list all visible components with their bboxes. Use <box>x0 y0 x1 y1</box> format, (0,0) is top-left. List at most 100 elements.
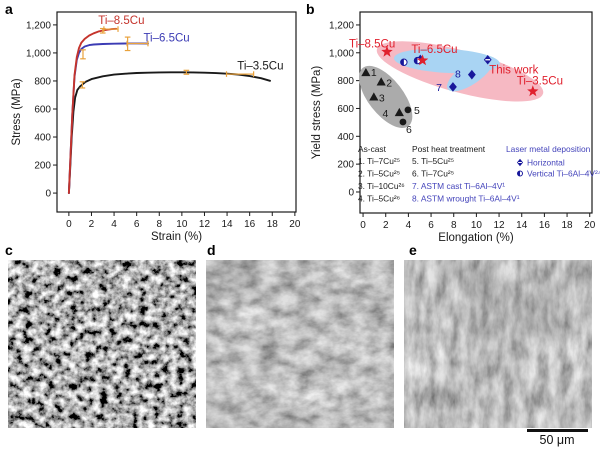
legend-item: 5. Ti–5Cu²⁵ <box>412 156 454 166</box>
y-tick-label: 200 <box>34 161 51 172</box>
legend-header: Laser metal deposition <box>506 144 591 154</box>
legend-item: Horizontal <box>527 158 565 168</box>
sem-image-d <box>206 260 394 428</box>
series-line-Ti–3.5Cu <box>67 71 271 195</box>
y-tick-label: 0 <box>348 187 354 198</box>
y-axis-label: Yield stress (MPa) <box>311 66 323 160</box>
legend-item: 2. Ti–5Cu²⁵ <box>358 169 400 179</box>
as-cast-marker <box>394 107 404 117</box>
y-tick-label: 200 <box>337 160 354 171</box>
point-label-4: 4 <box>382 108 388 120</box>
astm-ti64-marker <box>449 82 457 92</box>
x-tick-label: 6 <box>428 220 434 231</box>
legend-item: 1. Ti–7Cu²⁵ <box>358 156 400 166</box>
scale-bar-label: 50 μm <box>539 433 575 447</box>
as-cast-marker <box>376 77 386 86</box>
x-axis-label: Strain (%) <box>151 231 202 243</box>
x-tick-label: 2 <box>383 220 389 231</box>
sem-image-e <box>404 260 592 428</box>
this-work-marker <box>381 45 393 57</box>
this-work-marker <box>416 54 429 66</box>
legend-item: 7. ASTM cast Ti–6Al–4V¹ <box>412 181 505 191</box>
x-tick-label: 12 <box>494 220 506 231</box>
plot-frame <box>56 11 297 213</box>
stress-strain-chart: 0 2 4 6 8 10 12 14 16 18 2002004006008001,0001,200… <box>11 11 300 243</box>
panel-label-d: d <box>207 242 216 258</box>
point-label-5: 5 <box>414 105 420 117</box>
x-tick-label: 16 <box>539 220 551 231</box>
circle-vertical-half <box>414 57 418 64</box>
circle-vertical-half <box>517 171 520 176</box>
sem-micrograph-c <box>8 260 196 428</box>
x-tick-label: 20 <box>584 220 596 231</box>
y-axis-label: Stress (MPa) <box>11 78 23 145</box>
series-label-Ti–6.5Cu: Ti–6.5Cu <box>143 32 189 44</box>
circle-vertical-half <box>400 59 404 66</box>
x-tick-label: 12 <box>199 219 211 230</box>
x-tick-label: 6 <box>134 219 140 230</box>
x-axis-label: Elongation (%) <box>438 232 514 244</box>
point-label-1: 1 <box>371 67 377 79</box>
point-label-2: 2 <box>386 77 392 89</box>
y-tick-label: 800 <box>34 76 51 87</box>
x-tick-label: 8 <box>156 219 162 230</box>
y-tick-label: 0 <box>45 189 51 200</box>
point-label-3: 3 <box>379 92 385 104</box>
panel-label-e: e <box>409 242 417 258</box>
x-tick-label: 4 <box>111 219 117 230</box>
x-tick-label: 10 <box>176 219 188 230</box>
point-label-8: 8 <box>455 69 461 81</box>
x-tick-label: 2 <box>89 219 95 230</box>
panel-label-c: c <box>5 242 13 258</box>
point-label-7: 7 <box>436 82 442 94</box>
annotation-Ti–3.5Cu: Ti–3.5Cu <box>517 75 563 87</box>
astm-ti64-marker <box>467 69 476 80</box>
this-work-marker <box>527 85 539 97</box>
legend-header: Post heat treatment <box>412 144 486 154</box>
series-label-Ti–3.5Cu: Ti–3.5Cu <box>237 61 283 73</box>
legend-item: 6. Ti–7Cu²⁵ <box>412 169 454 179</box>
y-tick-label: 800 <box>337 76 354 87</box>
series-line-Ti–6.5Cu <box>67 42 149 195</box>
as-cast-marker <box>361 67 371 77</box>
annotation-Ti–8.5Cu: Ti–8.5Cu <box>349 39 395 51</box>
y-tick-label: 1,200 <box>329 20 354 31</box>
x-tick-label: 14 <box>516 220 528 231</box>
series-line-Ti–8.5Cu <box>67 27 118 195</box>
y-tick-label: 1,000 <box>26 48 51 59</box>
x-tick-label: 16 <box>244 219 256 230</box>
sem-image-c <box>8 260 196 428</box>
legend-header: As-cast <box>358 144 387 154</box>
x-tick-label: 8 <box>451 220 457 231</box>
panel-label-a: a <box>5 1 13 17</box>
as-cast-marker <box>369 92 379 101</box>
post-heat-treatment-marker <box>399 118 407 126</box>
x-tick-label: 0 <box>360 220 366 231</box>
legend-item: 4. Ti–5Cu²⁶ <box>358 194 400 204</box>
sem-micrograph-d <box>206 260 394 428</box>
y-tick-label: 600 <box>337 104 354 115</box>
annotation-This work: This work <box>489 64 538 76</box>
panel-label-b: b <box>306 1 315 17</box>
y-tick-label: 400 <box>34 133 51 144</box>
legend-item: Vertical Ti–6Al–4V²⁴ <box>527 169 600 179</box>
series-label-Ti–8.5Cu: Ti–8.5Cu <box>98 15 144 27</box>
y-tick-label: 400 <box>337 132 354 143</box>
sem-micrograph-e <box>404 260 592 428</box>
legend-item: 3. Ti–10Cu²⁶ <box>358 181 405 191</box>
point-label-6: 6 <box>406 124 412 136</box>
x-tick-label: 10 <box>471 220 483 231</box>
y-tick-label: 1,200 <box>26 20 51 31</box>
post-heat-treatment-marker <box>404 106 412 114</box>
x-tick-label: 4 <box>406 220 412 231</box>
x-tick-label: 0 <box>66 219 72 230</box>
x-tick-label: 20 <box>289 219 300 230</box>
legend-item: 8. ASTM wrought Ti–6Al–4V¹ <box>412 194 520 204</box>
x-tick-label: 14 <box>222 219 234 230</box>
y-tick-label: 1,000 <box>329 48 354 59</box>
y-tick-label: 600 <box>34 104 51 115</box>
yield-stress-elongation-chart: 0 2 4 6 8 10 12 14 16 18 2002004006008001,0001,200… <box>311 11 600 244</box>
x-tick-label: 18 <box>267 219 279 230</box>
scale-bar <box>527 429 588 432</box>
